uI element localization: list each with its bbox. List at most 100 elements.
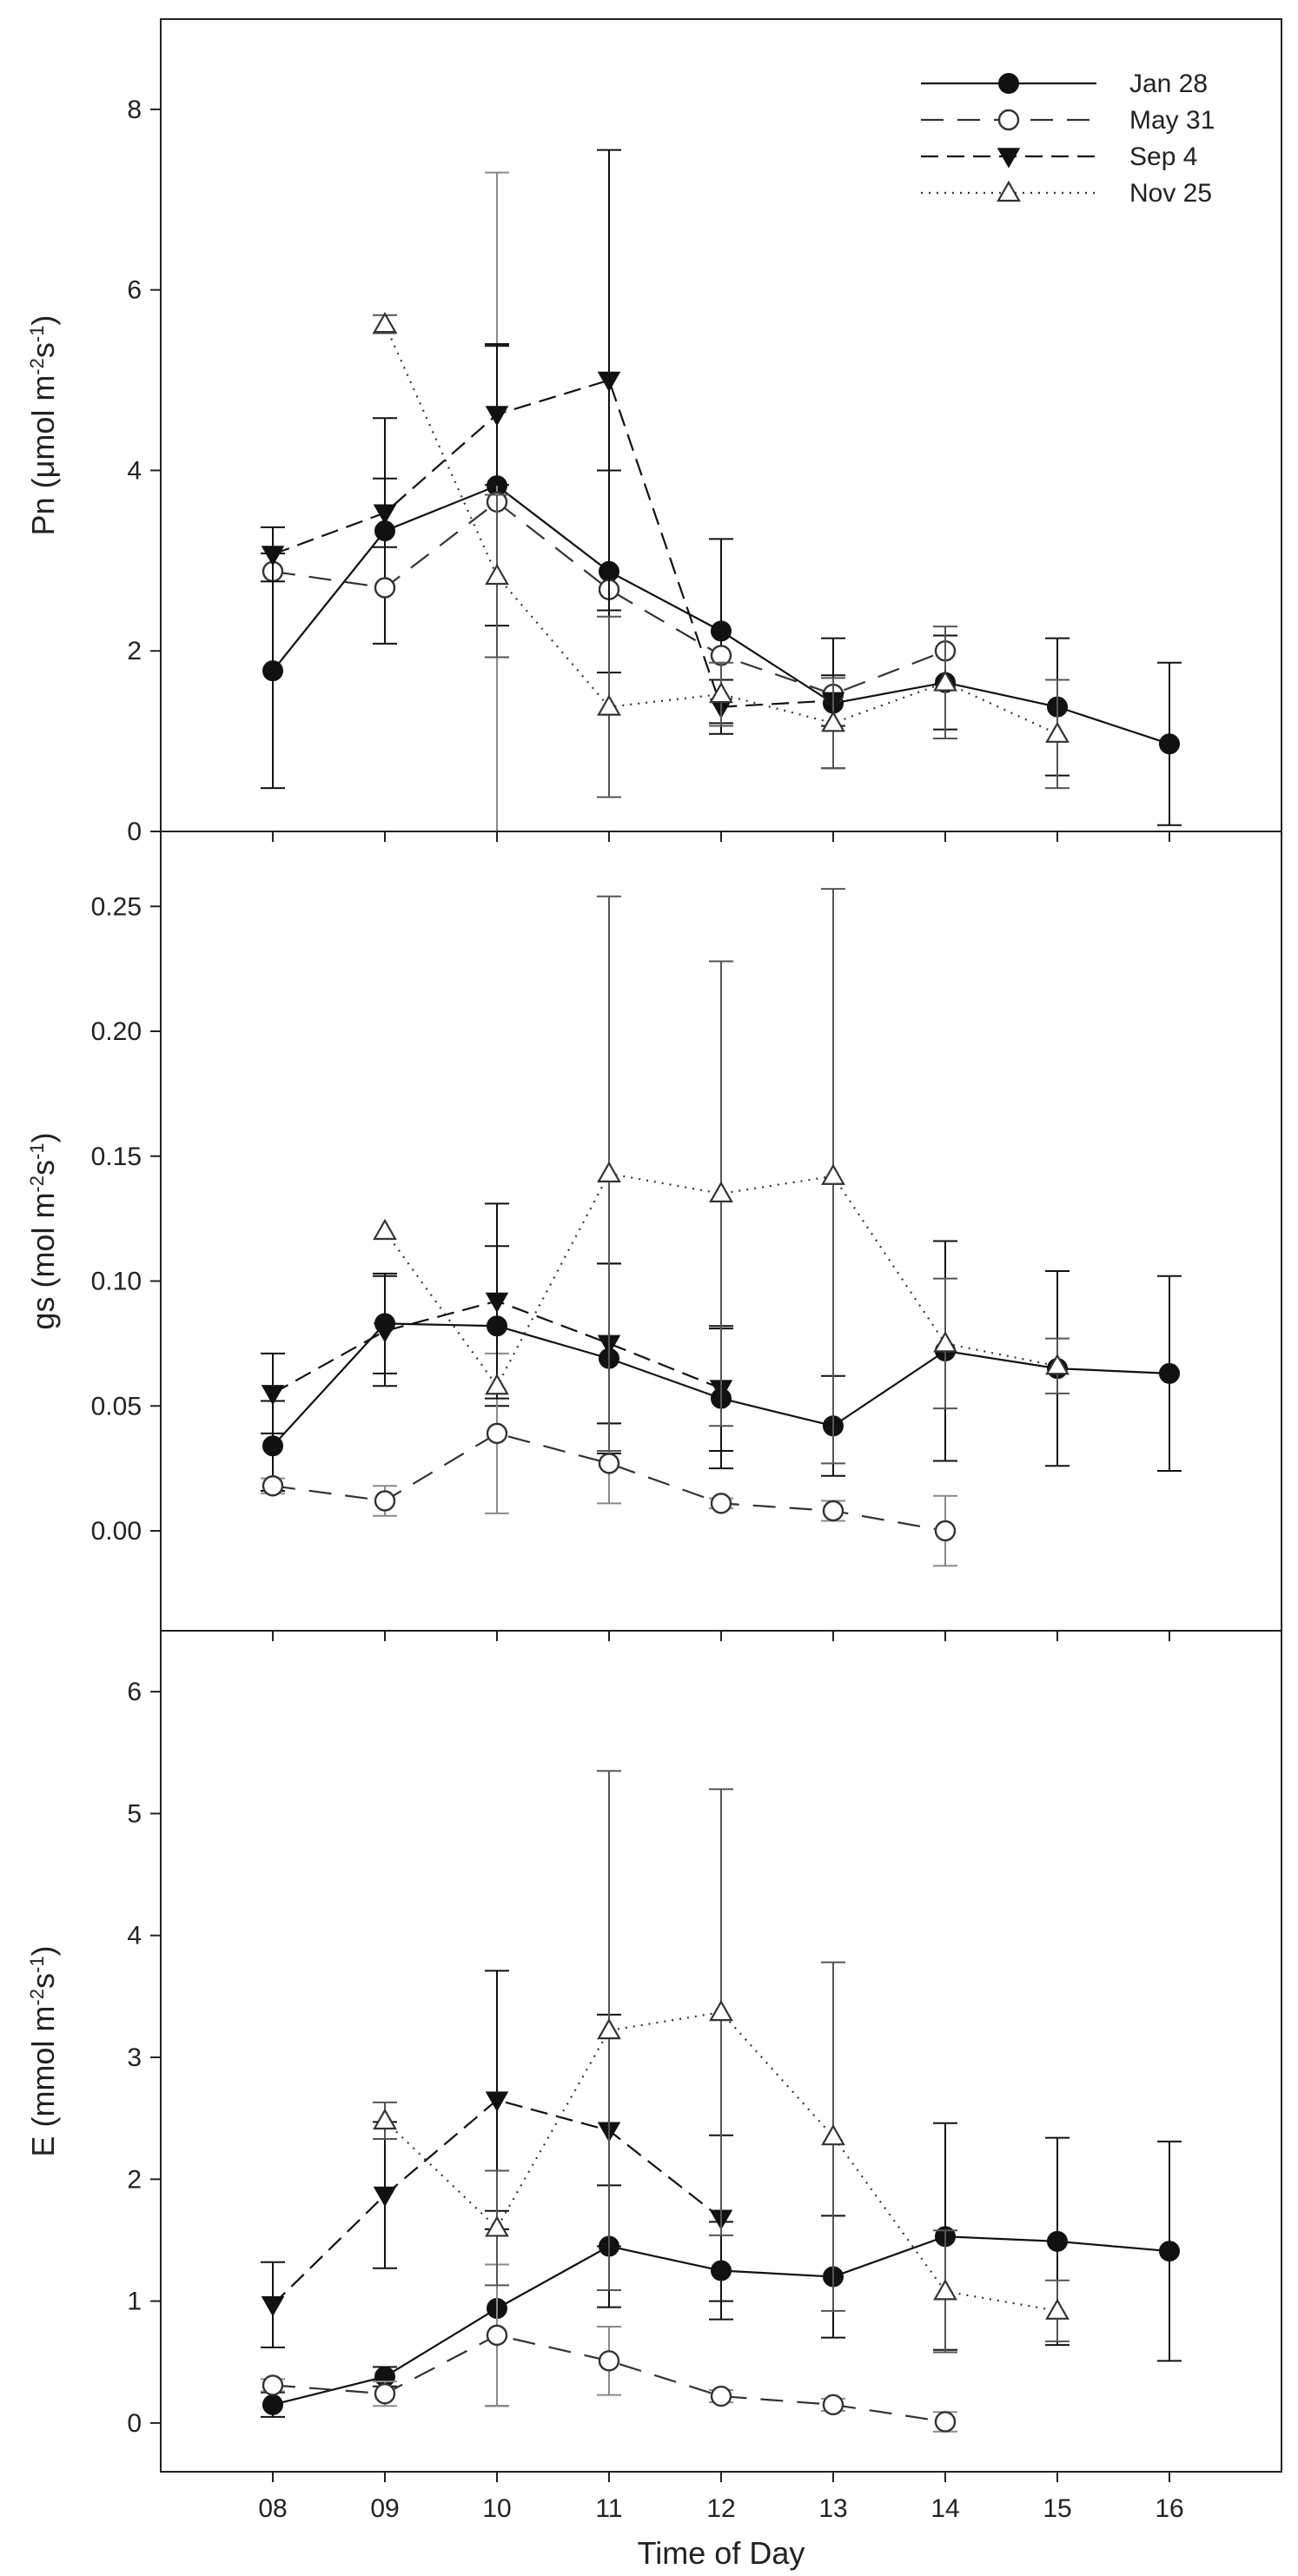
series-jan-28-top xyxy=(261,345,1182,826)
series-may-31-bottom xyxy=(261,2263,957,2433)
data-point-jan-28 xyxy=(262,1435,283,1457)
data-point-nov-25 xyxy=(933,1331,957,1353)
data-point-jan-28 xyxy=(262,2394,283,2415)
data-point-nov-25 xyxy=(597,2017,621,2040)
data-point-may-31 xyxy=(934,1520,957,1542)
data-point-nov-25 xyxy=(1045,1354,1070,1375)
y-tick-label-middle: 0.05 xyxy=(91,1392,142,1420)
y-axis-title-part: ) xyxy=(25,1132,61,1142)
data-point-may-31 xyxy=(486,1422,508,1445)
y-axis-title-part: s xyxy=(25,1973,61,1989)
x-tick-label: 16 xyxy=(1155,2494,1183,2523)
data-point-nov-25 xyxy=(597,1161,621,1182)
y-axis-title-superscript: -2 xyxy=(26,1175,48,1193)
data-point-jan-28 xyxy=(1159,733,1180,755)
data-point-sep-4 xyxy=(373,504,397,525)
x-tick-label: 15 xyxy=(1043,2494,1071,2523)
y-tick-label-top: 0 xyxy=(127,818,142,846)
data-point-nov-25 xyxy=(1045,2298,1070,2320)
data-point-sep-4 xyxy=(373,1322,397,1343)
x-axis-title: Time of Day xyxy=(638,2535,805,2571)
data-point-may-31 xyxy=(598,2350,620,2372)
y-tick-label-bottom: 1 xyxy=(127,2288,142,2316)
y-tick-label-bottom: 2 xyxy=(127,2165,142,2194)
data-point-sep-4 xyxy=(261,546,285,566)
data-point-sep-4 xyxy=(485,1292,509,1314)
y-axis-title-superscript: -2 xyxy=(26,358,48,375)
panel-top: 0 2 4 6 8 Pn (μmol m-2s-1) Jan 28 May 31 Sep 4 No… xyxy=(25,18,1282,846)
y-tick-label-top: 8 xyxy=(127,96,142,124)
y-tick-label-bottom: 4 xyxy=(127,1922,142,1950)
data-point-may-31 xyxy=(598,1453,620,1474)
data-point-may-31 xyxy=(822,2394,844,2416)
data-point-may-31 xyxy=(262,2374,284,2396)
data-point-sep-4 xyxy=(597,371,621,393)
y-axis-title-top: Pn (μmol m-2s-1) xyxy=(25,315,61,536)
legend-label-nov-25: Nov 25 xyxy=(1129,179,1212,208)
y-tick-label-bottom: 0 xyxy=(127,2409,142,2438)
data-point-may-31 xyxy=(934,2411,957,2433)
data-point-nov-25 xyxy=(485,1374,509,1395)
y-axis-title-superscript: -1 xyxy=(26,1142,48,1160)
data-point-nov-25 xyxy=(933,2279,957,2301)
series-nov-25-top xyxy=(373,311,1070,798)
x-tick-label: 13 xyxy=(818,2494,847,2523)
y-tick-label-middle: 0.20 xyxy=(91,1017,142,1046)
panel-middle: 0.00 0.05 0.10 0.15 0.20 0.25 gs (mol m-2s-1) xyxy=(25,831,1282,1641)
x-tick-label: 14 xyxy=(930,2494,959,2523)
data-point-jan-28 xyxy=(711,620,732,642)
y-axis-title-superscript: -1 xyxy=(26,326,48,343)
x-tick-label: 09 xyxy=(370,2494,399,2523)
y-axis-title-part: s xyxy=(25,342,61,358)
data-point-jan-28 xyxy=(1047,2230,1068,2252)
data-point-nov-25 xyxy=(373,1218,397,1241)
legend-marker-may-31 xyxy=(997,109,1020,131)
data-point-may-31 xyxy=(262,1475,284,1497)
data-point-nov-25 xyxy=(821,711,845,732)
data-point-may-31 xyxy=(710,2385,732,2407)
y-tick-label-middle: 0.15 xyxy=(91,1142,142,1171)
data-point-may-31 xyxy=(710,1493,732,1514)
y-axis-title-part: E (mmol m xyxy=(25,2006,61,2157)
x-tick-label: 11 xyxy=(595,2494,622,2523)
x-tick-label: 12 xyxy=(706,2494,735,2523)
y-axis-title-part: gs (mol m xyxy=(25,1193,61,1330)
data-point-nov-25 xyxy=(709,1999,733,2022)
y-axis-title-superscript: -2 xyxy=(26,1989,48,2006)
data-point-sep-4 xyxy=(261,1385,285,1406)
legend-label-sep-4: Sep 4 xyxy=(1129,142,1197,171)
y-axis-title-part: Pn (μmol m xyxy=(25,375,61,536)
data-point-sep-4 xyxy=(261,2296,285,2317)
data-point-nov-25 xyxy=(709,1181,733,1202)
series-line-sep-4 xyxy=(272,379,834,708)
legend-marker-sep-4 xyxy=(997,148,1021,169)
series-nov-25-middle xyxy=(373,888,1070,1465)
data-point-nov-25 xyxy=(709,681,733,704)
x-tick-label: 10 xyxy=(482,2494,511,2523)
y-axis-title-middle: gs (mol m-2s-1) xyxy=(25,1132,61,1329)
data-point-sep-4 xyxy=(373,2186,397,2208)
data-point-nov-25 xyxy=(485,563,509,586)
y-tick-label-middle: 0.00 xyxy=(91,1517,142,1546)
series-nov-25-bottom xyxy=(373,1770,1070,2354)
y-tick-label-top: 6 xyxy=(127,276,142,305)
y-tick-label-bottom: 6 xyxy=(127,1678,142,1706)
y-axis-title-part: ) xyxy=(25,1945,61,1956)
legend-label-may-31: May 31 xyxy=(1129,106,1215,135)
data-point-nov-25 xyxy=(373,311,397,334)
y-tick-label-bottom: 5 xyxy=(127,1799,142,1828)
y-axis-title-superscript: -1 xyxy=(26,1956,48,1973)
series-may-31-middle xyxy=(261,1352,957,1567)
legend: Jan 28 May 31 Sep 4 Nov 25 xyxy=(921,70,1215,208)
y-tick-label-top: 2 xyxy=(127,637,142,666)
data-point-nov-25 xyxy=(597,694,621,716)
y-tick-label-middle: 0.25 xyxy=(91,892,142,921)
data-point-jan-28 xyxy=(1159,1362,1180,1384)
legend-marker-nov-25 xyxy=(997,180,1021,202)
y-tick-label-middle: 0.10 xyxy=(91,1268,142,1296)
data-point-may-31 xyxy=(374,577,396,599)
data-point-may-31 xyxy=(486,2324,508,2347)
y-axis-title-part: s xyxy=(25,1160,61,1175)
